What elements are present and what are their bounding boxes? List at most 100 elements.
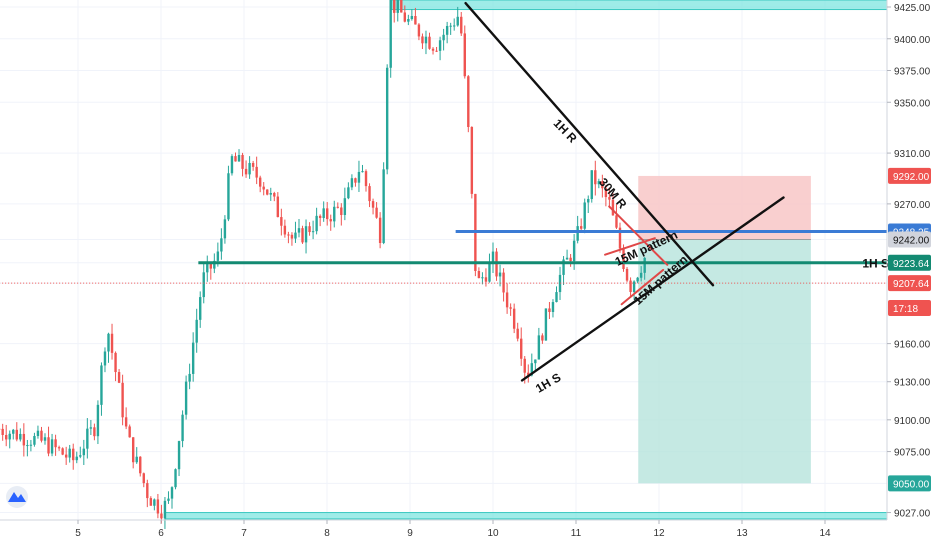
x-tick-label: 12	[653, 528, 665, 539]
candle-body	[555, 292, 557, 302]
candle-body	[418, 25, 420, 37]
candle-body	[340, 207, 342, 215]
candle-body	[231, 156, 233, 173]
candle-body	[400, 0, 402, 12]
candle-body	[104, 352, 106, 366]
candle-body	[478, 271, 480, 278]
candle-body	[488, 262, 490, 281]
candle-body	[509, 307, 511, 308]
price-badge: 9050.00	[888, 475, 931, 491]
y-tick-label: 9400.00	[894, 35, 931, 46]
candle-body	[386, 68, 388, 170]
candle-body	[220, 238, 222, 251]
candle-body	[446, 26, 448, 35]
price-badge: 9223.64	[888, 255, 931, 271]
candle-body	[12, 430, 14, 434]
candle-body	[280, 217, 282, 226]
candle-body	[584, 202, 586, 228]
candle-body	[397, 0, 399, 13]
candle-body	[5, 435, 7, 439]
candle-body	[199, 297, 201, 320]
price-badge-label: 9242.00	[893, 235, 930, 246]
price-badge-label: 17:18	[893, 304, 918, 315]
candle-body	[255, 167, 257, 178]
candle-body	[167, 499, 169, 501]
candle-body	[146, 483, 148, 498]
candle-body	[344, 198, 346, 215]
candle-body	[79, 455, 81, 456]
candle-body	[587, 199, 589, 202]
candle-body	[83, 449, 85, 456]
position-box[interactable]	[638, 176, 811, 483]
price-badge: 17:18	[888, 300, 931, 316]
candle-body	[47, 437, 49, 453]
candle-body	[241, 155, 243, 169]
candle-body	[298, 228, 300, 232]
candle-body	[337, 207, 339, 208]
candle-body	[277, 197, 279, 218]
candle-body	[287, 234, 289, 235]
candle-body	[538, 335, 540, 359]
candle-body	[291, 235, 293, 239]
x-tick-label: 7	[241, 528, 247, 539]
supply-demand-zone	[165, 513, 887, 519]
candle-body	[227, 173, 229, 219]
candle-body	[128, 426, 130, 437]
candle-body	[51, 439, 53, 453]
candle-body	[365, 171, 367, 186]
candle-body	[358, 172, 360, 183]
candle-body	[428, 37, 430, 49]
candle-body	[61, 448, 63, 454]
x-tick-label: 8	[324, 528, 330, 539]
candle-body	[259, 178, 261, 187]
candle-body	[270, 193, 272, 195]
candle-body	[636, 278, 638, 282]
y-tick-label: 9350.00	[894, 98, 931, 109]
candle-body	[425, 37, 427, 44]
candle-body	[114, 353, 116, 372]
price-badge-label: 9050.00	[893, 479, 930, 490]
x-tick-label: 9	[407, 528, 413, 539]
candle-body	[143, 473, 145, 483]
candle-body	[40, 431, 42, 441]
candle-body	[234, 156, 236, 161]
candle-body	[566, 258, 568, 260]
price-badge: 9292.00	[888, 168, 931, 184]
x-tick-label: 10	[487, 528, 499, 539]
x-tick-label: 6	[158, 528, 164, 539]
candle-body	[139, 457, 141, 474]
candle-body	[460, 17, 462, 34]
tradingview-logo-icon[interactable]	[6, 486, 28, 508]
candle-body	[315, 216, 317, 231]
candle-body	[393, 0, 395, 13]
candle-body	[368, 186, 370, 201]
y-tick-label: 9375.00	[894, 67, 931, 78]
price-badge: 9242.00	[888, 231, 931, 247]
candle-body	[160, 513, 162, 518]
candle-body	[118, 372, 120, 383]
candle-body	[90, 427, 92, 428]
candle-body	[16, 430, 18, 440]
candle-body	[439, 40, 441, 51]
candle-body	[19, 434, 21, 440]
candle-body	[72, 449, 74, 460]
candle-body	[573, 241, 575, 261]
y-tick-label: 9027.00	[894, 509, 931, 520]
candle-body	[548, 308, 550, 312]
candle-body	[569, 258, 571, 261]
candle-body	[541, 335, 543, 340]
candle-body	[125, 417, 127, 426]
candle-body	[516, 329, 518, 339]
candle-body	[174, 469, 176, 487]
x-tick-label: 14	[819, 528, 831, 539]
candle-body	[520, 339, 522, 359]
candle-body	[121, 383, 123, 418]
candle-body	[534, 360, 536, 364]
candle-body	[615, 215, 617, 227]
candle-body	[499, 273, 501, 277]
candle-body	[245, 169, 247, 174]
candle-body	[44, 437, 46, 440]
candle-body	[150, 498, 152, 506]
